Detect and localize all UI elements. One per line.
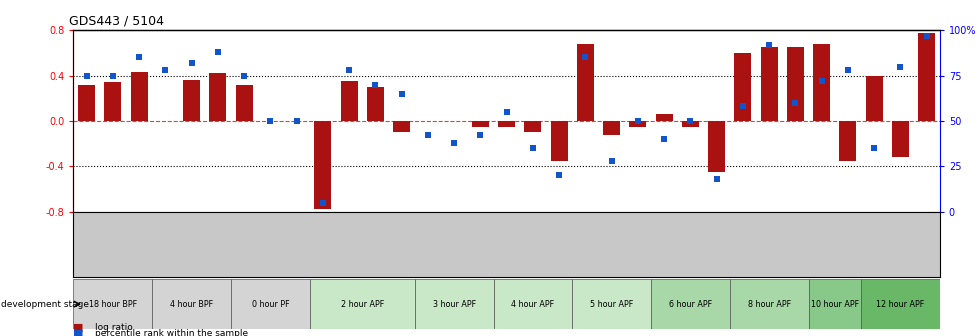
Text: 6 hour APF: 6 hour APF <box>668 300 711 308</box>
Bar <box>524 121 541 132</box>
Bar <box>340 81 357 121</box>
Bar <box>471 121 488 127</box>
Bar <box>393 121 410 132</box>
Bar <box>130 72 148 121</box>
Bar <box>314 121 331 209</box>
Bar <box>786 47 803 121</box>
Text: 4 hour APF: 4 hour APF <box>511 300 554 308</box>
Bar <box>550 121 567 161</box>
Text: development stage: development stage <box>1 300 89 308</box>
Text: 3 hour APF: 3 hour APF <box>432 300 475 308</box>
Bar <box>682 121 698 127</box>
Text: ■: ■ <box>73 323 84 333</box>
Bar <box>231 279 309 329</box>
Bar <box>629 121 645 127</box>
Bar <box>808 279 861 329</box>
Bar <box>602 121 619 135</box>
Text: 4 hour BPF: 4 hour BPF <box>170 300 213 308</box>
Bar <box>576 44 594 121</box>
Text: GDS443 / 5104: GDS443 / 5104 <box>69 15 164 28</box>
Bar <box>152 279 231 329</box>
Text: 18 hour BPF: 18 hour BPF <box>89 300 137 308</box>
Bar <box>650 279 729 329</box>
Text: 2 hour APF: 2 hour APF <box>340 300 383 308</box>
Bar <box>729 279 808 329</box>
Bar <box>105 82 121 121</box>
Text: 8 hour APF: 8 hour APF <box>747 300 790 308</box>
Bar <box>655 114 672 121</box>
Bar <box>367 87 383 121</box>
Bar <box>891 121 908 157</box>
Text: ■: ■ <box>73 328 84 336</box>
Bar <box>838 121 856 161</box>
Bar <box>861 279 939 329</box>
Bar <box>760 47 777 121</box>
Bar <box>813 44 829 121</box>
Bar <box>707 121 725 172</box>
Text: percentile rank within the sample: percentile rank within the sample <box>95 329 247 336</box>
Bar <box>917 33 934 121</box>
Text: log ratio: log ratio <box>95 323 133 332</box>
Bar <box>493 279 572 329</box>
Bar <box>78 85 95 121</box>
Bar <box>572 279 650 329</box>
Text: 10 hour APF: 10 hour APF <box>810 300 858 308</box>
Bar <box>236 85 252 121</box>
Text: 0 hour PF: 0 hour PF <box>251 300 289 308</box>
Bar <box>209 73 226 121</box>
Text: 5 hour APF: 5 hour APF <box>590 300 633 308</box>
Bar <box>734 53 751 121</box>
Bar <box>309 279 415 329</box>
Text: 12 hour APF: 12 hour APF <box>875 300 923 308</box>
Bar <box>183 80 200 121</box>
Bar <box>498 121 514 127</box>
Bar <box>415 279 493 329</box>
Bar <box>73 279 152 329</box>
Bar <box>865 76 882 121</box>
